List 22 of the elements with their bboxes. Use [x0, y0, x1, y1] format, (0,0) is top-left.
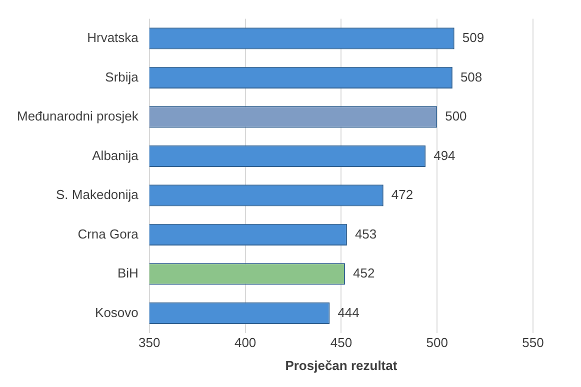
- y-tick-label: Crna Gora: [78, 226, 140, 242]
- data-label: 453: [354, 226, 377, 242]
- x-axis-title: Prosječan rezultat: [285, 358, 398, 373]
- x-tick-label: 350: [138, 335, 160, 350]
- data-label: 494: [434, 148, 456, 163]
- y-tick-label: S. Makedonija: [56, 187, 140, 202]
- data-label: 508: [460, 69, 482, 84]
- data-label: 500: [445, 108, 467, 124]
- x-tick-label: 550: [522, 335, 544, 350]
- y-tick-label: Međunarodni prosjek: [17, 108, 139, 124]
- data-label: 509: [462, 30, 484, 46]
- data-label: 444: [338, 304, 360, 320]
- y-tick-label: Kosovo: [95, 304, 138, 320]
- y-tick-label: Hrvatska: [87, 30, 140, 46]
- y-tick-label: BiH: [117, 266, 138, 281]
- x-tick-label: 450: [330, 335, 352, 350]
- x-tick-label: 500: [426, 335, 448, 350]
- x-tick-label: 400: [234, 335, 256, 350]
- y-tick-label: Albanija: [92, 148, 140, 163]
- data-label: 452: [353, 266, 375, 281]
- data-label: 472: [391, 187, 414, 202]
- y-tick-label: Srbija: [105, 69, 140, 84]
